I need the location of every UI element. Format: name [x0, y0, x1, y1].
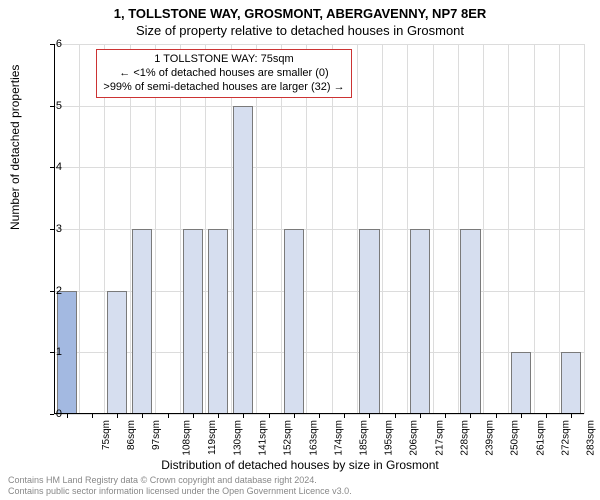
infobox-line: ← <1% of detached houses are smaller (0) [103, 67, 344, 81]
gridline-horizontal [54, 44, 584, 45]
x-tick-mark [521, 414, 522, 418]
gridline-vertical [332, 44, 333, 414]
x-tick-label: 86sqm [126, 420, 137, 450]
x-tick-mark [243, 414, 244, 418]
x-tick-label: 261sqm [535, 420, 546, 456]
gridline-vertical [534, 44, 535, 414]
gridline-vertical [407, 44, 408, 414]
bar [183, 229, 203, 414]
x-tick-mark [269, 414, 270, 418]
x-tick-label: 228sqm [460, 420, 471, 456]
x-tick-mark [445, 414, 446, 418]
gridline-vertical [130, 44, 131, 414]
x-tick-label: 272sqm [560, 420, 571, 456]
x-tick-label: 119sqm [206, 420, 217, 455]
x-tick-label: 130sqm [232, 420, 243, 456]
x-tick-label: 108sqm [182, 420, 193, 456]
y-tick-label: 6 [42, 38, 62, 50]
attribution-line: Contains HM Land Registry data © Crown c… [8, 475, 352, 485]
chart-title: 1, TOLLSTONE WAY, GROSMONT, ABERGAVENNY,… [0, 0, 600, 21]
gridline-vertical [508, 44, 509, 414]
x-tick-mark [168, 414, 169, 418]
gridline-horizontal [54, 167, 584, 168]
x-tick-mark [218, 414, 219, 418]
infobox-line: 1 TOLLSTONE WAY: 75sqm [103, 53, 344, 67]
gridline-vertical [483, 44, 484, 414]
gridline-horizontal [54, 106, 584, 107]
gridline-vertical [559, 44, 560, 414]
x-tick-mark [117, 414, 118, 418]
gridline-vertical [79, 44, 80, 414]
infobox-line: >99% of semi-detached houses are larger … [103, 81, 344, 95]
x-tick-mark [67, 414, 68, 418]
gridline-vertical [180, 44, 181, 414]
x-tick-label: 185sqm [359, 420, 370, 456]
y-tick-label: 1 [42, 346, 62, 358]
gridline-vertical [382, 44, 383, 414]
gridline-vertical [306, 44, 307, 414]
y-axis-label: Number of detached properties [8, 65, 22, 230]
x-tick-mark [369, 414, 370, 418]
bar [460, 229, 480, 414]
x-tick-label: 195sqm [384, 420, 395, 456]
bar [284, 229, 304, 414]
x-tick-mark [546, 414, 547, 418]
gridline-vertical [256, 44, 257, 414]
y-tick-label: 4 [42, 161, 62, 173]
x-tick-mark [344, 414, 345, 418]
gridline-vertical [458, 44, 459, 414]
y-tick-label: 2 [42, 285, 62, 297]
bar [233, 106, 253, 414]
bar [561, 352, 581, 414]
x-tick-label: 283sqm [586, 420, 597, 456]
x-tick-mark [92, 414, 93, 418]
gridline-vertical [357, 44, 358, 414]
x-tick-mark [319, 414, 320, 418]
gridline-vertical [104, 44, 105, 414]
bar [359, 229, 379, 414]
gridline-vertical [433, 44, 434, 414]
x-tick-label: 239sqm [485, 420, 496, 456]
x-tick-label: 206sqm [409, 420, 420, 456]
x-tick-label: 97sqm [151, 420, 162, 450]
x-tick-mark [395, 414, 396, 418]
x-tick-label: 152sqm [283, 420, 294, 456]
gridline-vertical [155, 44, 156, 414]
x-tick-mark [142, 414, 143, 418]
x-axis-line [54, 413, 584, 414]
y-tick-label: 5 [42, 100, 62, 112]
gridline-vertical [281, 44, 282, 414]
x-tick-label: 163sqm [308, 420, 319, 456]
x-tick-label: 250sqm [510, 420, 521, 456]
x-axis-label: Distribution of detached houses by size … [0, 458, 600, 472]
x-tick-mark [571, 414, 572, 418]
bar [208, 229, 228, 414]
x-tick-mark [193, 414, 194, 418]
x-tick-mark [294, 414, 295, 418]
gridline-vertical [584, 44, 585, 414]
annotation-infobox: 1 TOLLSTONE WAY: 75sqm← <1% of detached … [96, 49, 351, 98]
gridline-vertical [231, 44, 232, 414]
x-tick-label: 217sqm [434, 420, 445, 456]
bar [107, 291, 127, 414]
x-tick-label: 75sqm [101, 420, 112, 450]
plot-area [54, 44, 584, 414]
x-tick-mark [470, 414, 471, 418]
x-tick-mark [496, 414, 497, 418]
gridline-vertical [205, 44, 206, 414]
x-tick-mark [420, 414, 421, 418]
chart-container: 1, TOLLSTONE WAY, GROSMONT, ABERGAVENNY,… [0, 0, 600, 500]
x-tick-label: 141sqm [258, 420, 269, 456]
y-tick-label: 0 [42, 408, 62, 420]
bar [511, 352, 531, 414]
x-tick-label: 174sqm [333, 420, 344, 456]
bar [132, 229, 152, 414]
attribution-line: Contains public sector information licen… [8, 486, 352, 496]
attribution-text: Contains HM Land Registry data © Crown c… [8, 475, 352, 496]
chart-subtitle: Size of property relative to detached ho… [0, 21, 600, 38]
bar [410, 229, 430, 414]
y-tick-label: 3 [42, 223, 62, 235]
